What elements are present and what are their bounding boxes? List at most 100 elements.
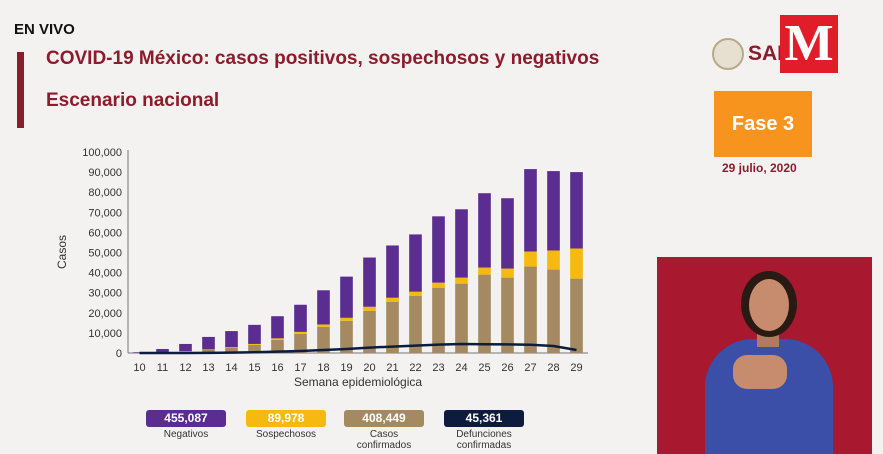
bar-segment [524, 266, 537, 353]
y-tick-label: 10,000 [88, 328, 122, 340]
bar-segment [501, 268, 514, 278]
x-tick-label: 19 [340, 362, 352, 374]
bar-segment [409, 295, 422, 353]
milenio-logo: M [780, 15, 838, 73]
bar-segment [409, 234, 422, 292]
mexico-seal-icon [712, 38, 744, 70]
bar-segment [202, 349, 215, 350]
y-tick-label: 0 [116, 348, 122, 360]
bar-segment [271, 338, 284, 340]
bar-segment [363, 310, 376, 353]
x-tick-label: 12 [179, 362, 191, 374]
legend-confirmados-label: Casos confirmados [356, 429, 412, 451]
x-tick-label: 23 [432, 362, 444, 374]
bar-segment [340, 276, 353, 318]
x-tick-label: 14 [225, 362, 237, 374]
bar-segment [363, 306, 376, 311]
bar-segment [570, 248, 583, 279]
y-tick-label: 20,000 [88, 308, 122, 320]
bar-segment [317, 326, 330, 353]
bar-segment [501, 198, 514, 269]
x-tick-label: 15 [248, 362, 260, 374]
x-tick-label: 13 [202, 362, 214, 374]
interpreter-face [749, 279, 789, 331]
y-tick-label: 90,000 [88, 167, 122, 179]
bar-segment [547, 269, 560, 353]
legend-confirmados: 408,449 Casos confirmados [344, 410, 424, 451]
x-tick-label: 22 [409, 362, 421, 374]
bar-segment [570, 278, 583, 353]
legend-sospechosos-label: Sospechosos [255, 429, 317, 440]
bar-segment [386, 297, 399, 302]
live-badge: EN VIVO [14, 21, 75, 38]
legend-defunciones-label: Defunciones confirmadas [456, 429, 512, 451]
bar-segment [455, 209, 468, 278]
y-tick-label: 30,000 [88, 288, 122, 300]
bar-segment [478, 193, 491, 268]
bar-segment [478, 267, 491, 275]
x-tick-label: 27 [524, 362, 536, 374]
bar-segment [225, 347, 238, 348]
x-tick-label: 21 [386, 362, 398, 374]
x-tick-label: 24 [455, 362, 467, 374]
bar-segment [248, 343, 261, 345]
x-axis-label: Semana epidemiológica [294, 375, 422, 389]
legend-negativos-label: Negativos [163, 429, 209, 440]
legend-negativos-value: 455,087 [146, 410, 226, 427]
legend-defunciones-value: 45,361 [444, 410, 524, 427]
salud-logo: SAL [712, 38, 790, 70]
bar-segment [340, 317, 353, 321]
bar-segment [202, 336, 215, 350]
x-tick-label: 20 [363, 362, 375, 374]
x-tick-label: 25 [478, 362, 490, 374]
bar-segment [455, 283, 468, 353]
bar-segment [202, 349, 215, 353]
legend-negativos: 455,087 Negativos [146, 410, 226, 440]
bar-segment [363, 257, 376, 307]
page-subtitle: Escenario nacional [46, 90, 220, 111]
bar-segment [340, 320, 353, 353]
bar-segment [409, 291, 422, 296]
phase-badge: Fase 3 [714, 91, 812, 157]
bar-segment [317, 290, 330, 325]
bar-segment [248, 324, 261, 344]
bar-segment [432, 282, 445, 288]
bar-segment [271, 339, 284, 353]
stacked-bar-chart: 0 10,000 20,000 30,000 40,000 50,000 60,000 70,… [55, 147, 588, 389]
bar-segment [317, 324, 330, 327]
page-title: COVID-19 México: casos positivos, sospec… [46, 48, 600, 69]
bar-segment [248, 344, 261, 353]
bar-segment [294, 333, 307, 353]
interpreter-hands [733, 355, 787, 389]
bar-segment [432, 216, 445, 283]
x-tick-label: 18 [317, 362, 329, 374]
x-tick-label: 28 [547, 362, 559, 374]
bar-segment [432, 287, 445, 353]
bar-segment [524, 251, 537, 267]
bar-segment [294, 331, 307, 334]
bar-segment [524, 169, 537, 252]
x-tick-label: 26 [501, 362, 513, 374]
bar-segment [455, 277, 468, 284]
bar-segment [179, 343, 192, 351]
report-date: 29 julio, 2020 [722, 161, 797, 175]
y-axis-label: Casos [55, 235, 69, 269]
title-accent-bar [17, 52, 24, 128]
legend-confirmados-value: 408,449 [344, 410, 424, 427]
sign-language-interpreter-video [657, 257, 872, 454]
y-tick-label: 40,000 [88, 268, 122, 280]
bar-segment [294, 304, 307, 332]
legend-sospechosos: 89,978 Sospechosos [246, 410, 326, 440]
bar-segment [547, 250, 560, 270]
salud-logo-text: SAL [748, 42, 790, 65]
x-tick-label: 11 [157, 362, 168, 374]
bar-segment [386, 301, 399, 353]
bar-segment [547, 171, 560, 251]
x-tick-label: 29 [570, 362, 582, 374]
y-tick-label: 50,000 [88, 248, 122, 260]
bar-segment [501, 277, 514, 353]
y-tick-label: 70,000 [88, 207, 122, 219]
x-tick-label: 16 [271, 362, 283, 374]
bar-segment [156, 348, 169, 353]
bar-segment [225, 347, 238, 353]
